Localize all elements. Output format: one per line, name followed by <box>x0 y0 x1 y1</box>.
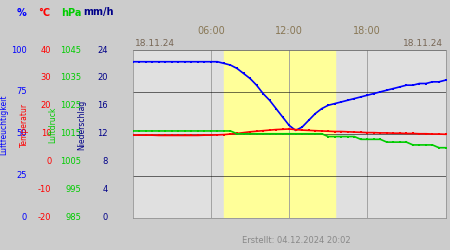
Text: 1015: 1015 <box>60 129 81 138</box>
Text: Erstellt: 04.12.2024 20:02: Erstellt: 04.12.2024 20:02 <box>242 236 351 245</box>
Text: 12: 12 <box>98 129 108 138</box>
Text: Niederschlag: Niederschlag <box>77 100 86 150</box>
Text: Luftdruck: Luftdruck <box>49 107 58 143</box>
Text: 1005: 1005 <box>60 157 81 166</box>
Text: 06:00: 06:00 <box>197 26 225 36</box>
Text: 0: 0 <box>46 157 51 166</box>
Text: 1035: 1035 <box>60 74 81 82</box>
Text: Luftfeuchtigkeit: Luftfeuchtigkeit <box>0 95 8 155</box>
Text: -10: -10 <box>38 185 51 194</box>
Text: 16: 16 <box>97 101 108 110</box>
Text: 0: 0 <box>103 213 108 222</box>
Text: 50: 50 <box>17 129 27 138</box>
Text: Temperatur: Temperatur <box>20 103 29 147</box>
Text: -20: -20 <box>38 213 51 222</box>
Text: 20: 20 <box>41 101 51 110</box>
Text: 40: 40 <box>41 46 51 54</box>
Text: °C: °C <box>38 8 50 18</box>
Text: 20: 20 <box>98 74 108 82</box>
Text: 1025: 1025 <box>60 101 81 110</box>
Text: 18:00: 18:00 <box>353 26 381 36</box>
Text: 30: 30 <box>40 74 51 82</box>
Text: 4: 4 <box>103 185 108 194</box>
Text: 985: 985 <box>65 213 81 222</box>
Text: 8: 8 <box>103 157 108 166</box>
Text: %: % <box>17 8 27 18</box>
Text: 25: 25 <box>17 171 27 180</box>
Text: 10: 10 <box>41 129 51 138</box>
Text: mm/h: mm/h <box>83 8 113 18</box>
Text: 12:00: 12:00 <box>275 26 303 36</box>
Text: 24: 24 <box>98 46 108 54</box>
Text: 18.11.24: 18.11.24 <box>135 40 175 48</box>
Text: 1045: 1045 <box>60 46 81 54</box>
Text: hPa: hPa <box>61 8 81 18</box>
Text: 100: 100 <box>11 46 27 54</box>
Text: 75: 75 <box>16 88 27 96</box>
Text: 995: 995 <box>65 185 81 194</box>
Bar <box>224 50 335 217</box>
Text: 18.11.24: 18.11.24 <box>403 40 443 48</box>
Text: 0: 0 <box>22 213 27 222</box>
